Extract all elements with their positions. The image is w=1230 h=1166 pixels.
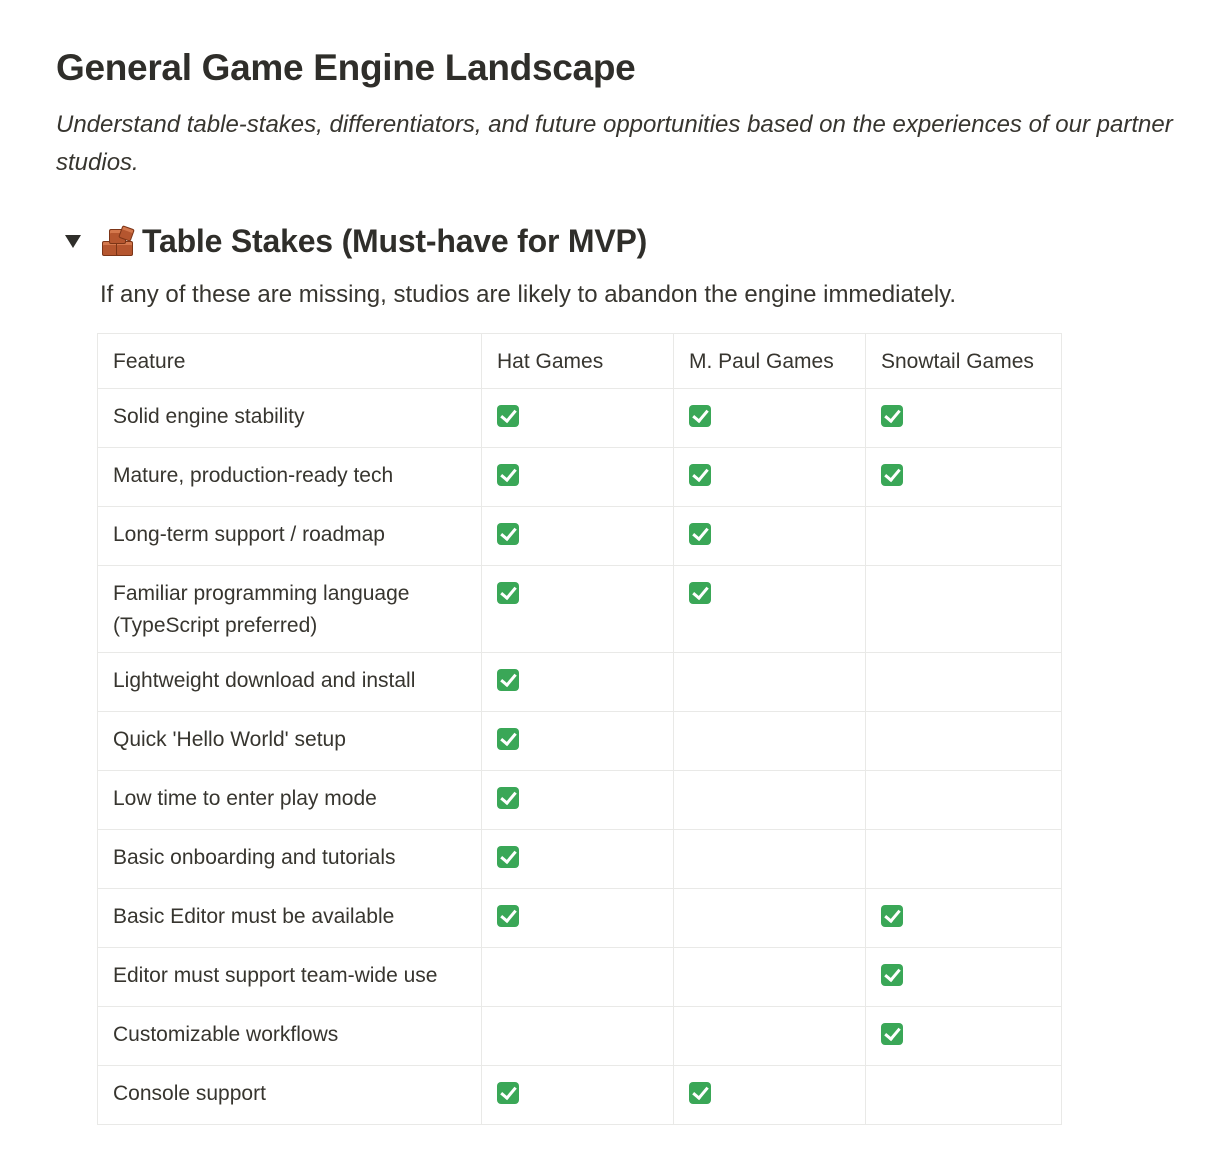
check-mark-icon (689, 464, 711, 486)
page-title: General Game Engine Landscape (56, 47, 636, 88)
column-header-feature[interactable]: Feature (97, 333, 482, 389)
section-description: If any of these are missing, studios are… (100, 281, 957, 308)
feature-cell[interactable]: Quick 'Hello World' setup (97, 711, 482, 771)
feature-cell[interactable]: Familiar programming language (TypeScrip… (97, 565, 482, 653)
column-header-hat-games[interactable]: Hat Games (481, 333, 674, 389)
table-row: Basic onboarding and tutorials (97, 829, 1062, 889)
table-header-row: Feature Hat Games M. Paul Games Snowtail… (97, 333, 1062, 389)
check-mark-icon (881, 1023, 903, 1045)
check-mark-icon (497, 669, 519, 691)
toggle-triangle-icon[interactable] (65, 234, 81, 248)
section-heading: Table Stakes (Must-have for MVP) (142, 222, 648, 259)
studio-cell[interactable] (673, 1006, 866, 1066)
table-row: Familiar programming language (TypeScrip… (97, 565, 1062, 653)
table-row: Long-term support / roadmap (97, 506, 1062, 566)
check-mark-icon (689, 523, 711, 545)
check-mark-icon (689, 582, 711, 604)
feature-cell[interactable]: Lightweight download and install (97, 652, 482, 712)
check-mark-icon (497, 582, 519, 604)
studio-cell[interactable] (865, 1065, 1062, 1125)
check-mark-icon (497, 728, 519, 750)
check-mark-icon (497, 1082, 519, 1104)
check-mark-icon (497, 846, 519, 868)
studio-cell[interactable] (673, 1065, 866, 1125)
studio-cell[interactable] (865, 888, 1062, 948)
column-header-m-paul-games[interactable]: M. Paul Games (673, 333, 866, 389)
studio-cell[interactable] (865, 565, 1062, 653)
studio-cell[interactable] (481, 1006, 674, 1066)
studio-cell[interactable] (673, 888, 866, 948)
table-row: Basic Editor must be available (97, 888, 1062, 948)
studio-cell[interactable] (673, 652, 866, 712)
check-mark-icon (497, 405, 519, 427)
column-header-snowtail-games[interactable]: Snowtail Games (865, 333, 1062, 389)
check-mark-icon (881, 464, 903, 486)
check-mark-icon (881, 905, 903, 927)
studio-cell[interactable] (865, 770, 1062, 830)
studio-cell[interactable] (673, 711, 866, 771)
studio-cell[interactable] (865, 829, 1062, 889)
studio-cell[interactable] (481, 652, 674, 712)
studio-cell[interactable] (673, 565, 866, 653)
studio-cell[interactable] (481, 1065, 674, 1125)
feature-cell[interactable]: Customizable workflows (97, 1006, 482, 1066)
feature-cell[interactable]: Long-term support / roadmap (97, 506, 482, 566)
studio-cell[interactable] (865, 1006, 1062, 1066)
page-subtitle: Understand table-stakes, differentiators… (56, 111, 1173, 176)
toggle-heading-table-stakes[interactable]: Table Stakes (Must-have for MVP) (60, 218, 647, 264)
studio-cell[interactable] (481, 770, 674, 830)
check-mark-icon (497, 787, 519, 809)
bricks-icon (100, 225, 135, 257)
studio-cell[interactable] (481, 711, 674, 771)
check-mark-icon (497, 905, 519, 927)
table-row: Customizable workflows (97, 1006, 1062, 1066)
features-table: Feature Hat Games M. Paul Games Snowtail… (97, 333, 1062, 1125)
studio-cell[interactable] (865, 711, 1062, 771)
studio-cell[interactable] (865, 447, 1062, 507)
check-mark-icon (497, 464, 519, 486)
feature-cell[interactable]: Console support (97, 1065, 482, 1125)
feature-cell[interactable]: Low time to enter play mode (97, 770, 482, 830)
studio-cell[interactable] (673, 770, 866, 830)
table-row: Low time to enter play mode (97, 770, 1062, 830)
table-row: Solid engine stability (97, 388, 1062, 448)
studio-cell[interactable] (673, 447, 866, 507)
table-row: Lightweight download and install (97, 652, 1062, 712)
studio-cell[interactable] (481, 829, 674, 889)
check-mark-icon (881, 964, 903, 986)
studio-cell[interactable] (481, 388, 674, 448)
studio-cell[interactable] (481, 947, 674, 1007)
table-row: Mature, production-ready tech (97, 447, 1062, 507)
studio-cell[interactable] (865, 506, 1062, 566)
check-mark-icon (497, 523, 519, 545)
studio-cell[interactable] (481, 506, 674, 566)
studio-cell[interactable] (673, 829, 866, 889)
studio-cell[interactable] (673, 947, 866, 1007)
studio-cell[interactable] (673, 388, 866, 448)
table-row: Quick 'Hello World' setup (97, 711, 1062, 771)
feature-cell[interactable]: Solid engine stability (97, 388, 482, 448)
studio-cell[interactable] (481, 565, 674, 653)
studio-cell[interactable] (865, 652, 1062, 712)
studio-cell[interactable] (865, 388, 1062, 448)
table-row: Console support (97, 1065, 1062, 1125)
studio-cell[interactable] (865, 947, 1062, 1007)
studio-cell[interactable] (673, 506, 866, 566)
studio-cell[interactable] (481, 447, 674, 507)
check-mark-icon (881, 405, 903, 427)
feature-cell[interactable]: Mature, production-ready tech (97, 447, 482, 507)
table-body: Solid engine stability Mature, production… (97, 388, 1062, 1125)
feature-cell[interactable]: Basic onboarding and tutorials (97, 829, 482, 889)
check-mark-icon (689, 405, 711, 427)
table-row: Editor must support team-wide use (97, 947, 1062, 1007)
studio-cell[interactable] (481, 888, 674, 948)
feature-cell[interactable]: Basic Editor must be available (97, 888, 482, 948)
feature-cell[interactable]: Editor must support team-wide use (97, 947, 482, 1007)
check-mark-icon (689, 1082, 711, 1104)
